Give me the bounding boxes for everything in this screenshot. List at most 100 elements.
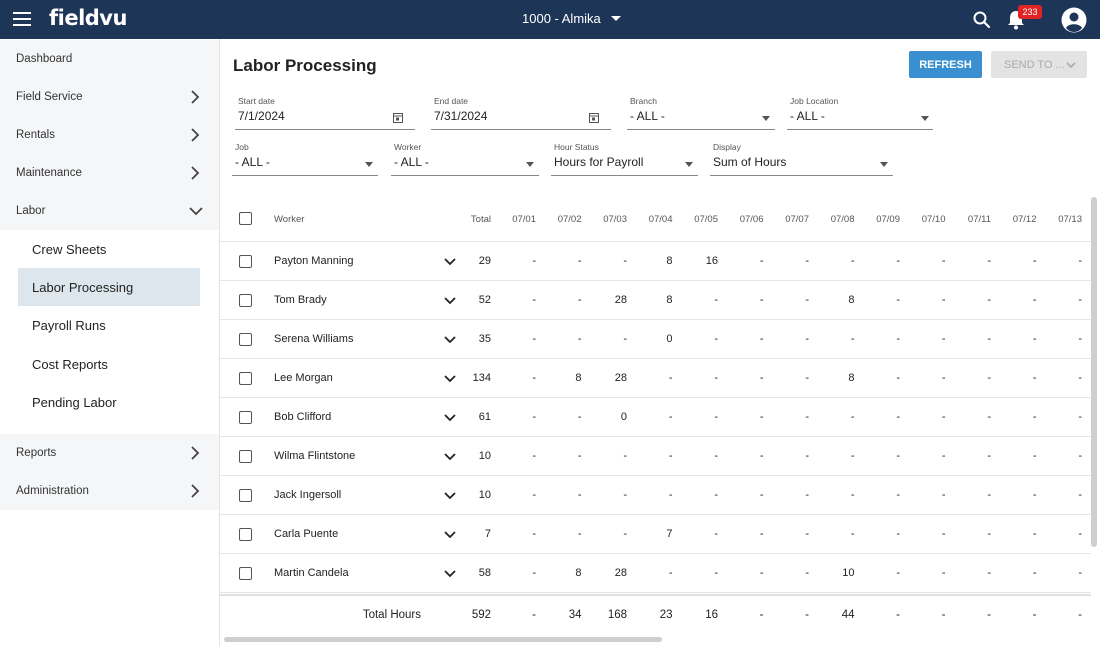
day-hours-cell: - [1078, 450, 1082, 462]
chevron-down-icon[interactable] [444, 453, 456, 461]
row-checkbox[interactable] [239, 528, 252, 541]
table-row[interactable]: Tom Brady 52 - - 28 8 - - - 8 - - - - - [220, 281, 1091, 320]
sidebar-item-administration[interactable]: Administration [0, 472, 219, 510]
column-header-date[interactable]: 07/05 [694, 213, 718, 225]
row-checkbox[interactable] [239, 255, 252, 268]
day-hours-cell: - [805, 333, 809, 345]
day-hours-cell: - [759, 567, 764, 579]
day-hours-cell: - [759, 489, 764, 501]
table-row[interactable]: Jack Ingersoll 10 - - - - - - - - - - - - - [220, 476, 1091, 515]
row-checkbox[interactable] [239, 450, 252, 463]
column-header-date[interactable]: 07/10 [921, 213, 946, 225]
column-header-worker[interactable]: Worker [274, 213, 305, 225]
job-select[interactable]: Job - ALL - [232, 142, 378, 176]
job-location-select[interactable]: Job Location - ALL - [787, 96, 933, 130]
column-header-date[interactable]: 07/02 [557, 213, 582, 225]
totals-day-cell: - [532, 609, 536, 621]
column-header-date[interactable]: 07/07 [785, 213, 809, 225]
totals-day-cell: 23 [659, 609, 673, 621]
column-header-date[interactable]: 07/01 [512, 213, 536, 225]
table-row[interactable]: Lee Morgan 134 - 8 28 - - - - 8 - - - - - [220, 359, 1091, 398]
day-hours-cell: - [850, 255, 855, 267]
company-selector[interactable]: 1000 - Almika [522, 11, 621, 26]
calendar-icon[interactable] [589, 112, 599, 123]
chevron-right-icon [191, 90, 200, 104]
day-hours-cell: 8 [848, 372, 855, 384]
sidebar-item-field-service[interactable]: Field Service [0, 78, 219, 116]
totals-day-cell: - [1032, 609, 1037, 621]
calendar-icon[interactable] [393, 112, 403, 123]
search-icon[interactable] [972, 10, 992, 30]
column-header-date[interactable]: 07/09 [876, 213, 900, 225]
branch-select[interactable]: Branch - ALL - [627, 96, 775, 130]
select-all-checkbox[interactable] [239, 212, 252, 225]
sidebar-item-rentals[interactable]: Rentals [0, 116, 219, 154]
chevron-down-icon[interactable] [444, 531, 456, 539]
day-hours-cell: - [623, 255, 627, 267]
day-hours-cell: - [668, 411, 673, 423]
table-row[interactable]: Carla Puente 7 - - - 7 - - - - - - - - - [220, 515, 1091, 554]
app-logo[interactable]: fieldvu [49, 6, 127, 30]
table-row[interactable]: Payton Manning 29 - - - 8 16 - - - - - - - - [220, 242, 1091, 281]
row-checkbox[interactable] [239, 567, 252, 580]
sidebar-item-reports[interactable]: Reports [0, 434, 219, 472]
sidebar-subitem-crew-sheets[interactable]: Crew Sheets [18, 230, 200, 268]
branch-label: Branch [630, 96, 657, 106]
column-header-date[interactable]: 07/08 [830, 213, 855, 225]
end-date-field[interactable]: End date 7/31/2024 [431, 96, 611, 130]
chevron-down-icon[interactable] [444, 258, 456, 266]
display-select[interactable]: Display Sum of Hours [710, 142, 893, 176]
row-checkbox[interactable] [239, 372, 252, 385]
column-header-date[interactable]: 07/12 [1012, 213, 1037, 225]
day-hours-cell: - [805, 567, 809, 579]
table-row[interactable]: Bob Clifford 61 - - 0 - - - - - - - - - - [220, 398, 1091, 437]
table-row[interactable]: Martin Candela 58 - 8 28 - - - - 10 - - - - - [220, 554, 1091, 593]
horizontal-scrollbar[interactable] [224, 637, 662, 642]
column-header-total[interactable]: Total [470, 213, 491, 225]
refresh-button[interactable]: REFRESH [909, 51, 982, 78]
vertical-scrollbar[interactable] [1091, 197, 1097, 547]
chevron-down-icon[interactable] [444, 375, 456, 383]
sidebar-item-labor[interactable]: Labor [0, 192, 219, 230]
column-header-date[interactable]: 07/06 [739, 213, 764, 225]
column-header-date[interactable]: 07/13 [1058, 213, 1082, 225]
table-row[interactable]: Wilma Flintstone 10 - - - - - - - - - - - - - [220, 437, 1091, 476]
chevron-down-icon[interactable] [444, 570, 456, 578]
column-header-date[interactable]: 07/03 [603, 213, 627, 225]
chevron-down-icon[interactable] [444, 414, 456, 422]
day-hours-cell: 28 [614, 372, 627, 384]
chevron-down-icon[interactable] [444, 492, 456, 500]
chevron-down-icon[interactable] [444, 297, 456, 305]
row-checkbox[interactable] [239, 294, 252, 307]
caret-down-icon [526, 162, 534, 167]
day-hours-cell: - [941, 255, 946, 267]
day-hours-cell: - [714, 450, 718, 462]
day-hours-cell: - [941, 528, 946, 540]
start-date-field[interactable]: Start date 7/1/2024 [235, 96, 415, 130]
sidebar-item-dashboard[interactable]: Dashboard [0, 40, 219, 78]
totals-total: 592 [471, 609, 491, 621]
hour-status-select[interactable]: Hour Status Hours for Payroll [551, 142, 698, 176]
sidebar-subitem-pending-labor[interactable]: Pending Labor [18, 383, 200, 421]
row-checkbox[interactable] [239, 411, 252, 424]
sidebar-subitem-payroll-runs[interactable]: Payroll Runs [18, 306, 200, 344]
day-hours-cell: - [759, 450, 764, 462]
chevron-right-icon [191, 446, 200, 460]
account-icon[interactable] [1061, 7, 1087, 33]
column-header-date[interactable]: 07/11 [967, 213, 991, 225]
column-header-date[interactable]: 07/04 [648, 213, 673, 225]
chevron-down-icon[interactable] [444, 336, 456, 344]
worker-select[interactable]: Worker - ALL - [391, 142, 539, 176]
day-hours-cell: - [987, 567, 991, 579]
row-checkbox[interactable] [239, 333, 252, 346]
day-hours-cell: - [987, 372, 991, 384]
table-row[interactable]: Serena Williams 35 - - - 0 - - - - - - - - - [220, 320, 1091, 359]
row-checkbox[interactable] [239, 489, 252, 502]
worker-name: Serena Williams [274, 333, 354, 345]
menu-icon[interactable] [13, 12, 31, 26]
sidebar-subitem-cost-reports[interactable]: Cost Reports [18, 345, 200, 383]
sidebar-item-maintenance[interactable]: Maintenance [0, 154, 219, 192]
sidebar-subitem-labor-processing[interactable]: Labor Processing [18, 268, 200, 306]
send-to-button[interactable]: SEND TO ... [991, 51, 1087, 78]
sidebar-item-label: Labor [16, 205, 46, 217]
